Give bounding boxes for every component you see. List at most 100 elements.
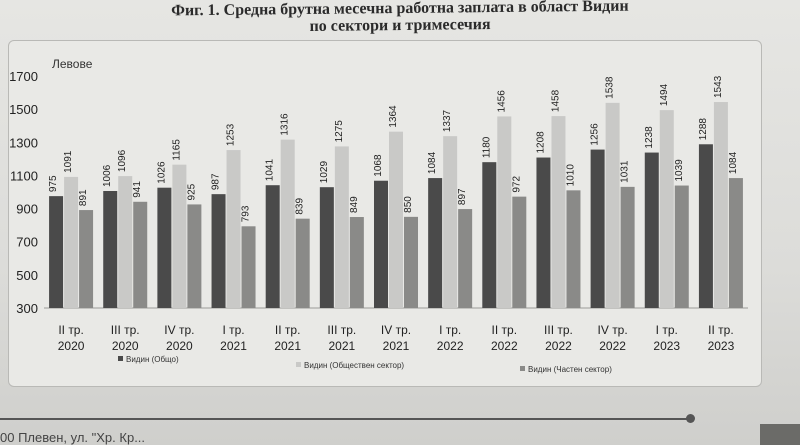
x-tick-label: II тр. <box>58 323 84 337</box>
bar <box>226 150 241 308</box>
data-label: 1006 <box>102 164 113 187</box>
data-label: 1456 <box>496 90 507 113</box>
data-label: 1538 <box>605 76 616 99</box>
data-label: 1091 <box>63 150 74 173</box>
x-tick-label: I тр. <box>222 323 244 337</box>
data-label: 1029 <box>319 161 330 184</box>
legend-label: Видин (Общо) <box>126 355 179 364</box>
x-tick-label: 2021 <box>383 339 410 353</box>
data-label: 850 <box>403 196 414 213</box>
y-axis-label: Левове <box>52 57 93 71</box>
x-tick-label: 2020 <box>58 339 85 353</box>
data-label: 925 <box>186 183 197 200</box>
data-label: 849 <box>349 196 360 213</box>
bar <box>428 178 443 308</box>
x-tick-label: IV тр. <box>164 323 194 337</box>
footer-rule <box>0 418 690 420</box>
data-label: 1238 <box>644 126 655 149</box>
bar <box>497 116 512 308</box>
bar <box>674 185 689 308</box>
legend-swatch <box>520 366 525 371</box>
legend-swatch <box>118 356 123 361</box>
y-tick-label: 300 <box>16 301 38 316</box>
y-tick-label: 500 <box>16 268 38 283</box>
x-tick-label: I тр. <box>656 323 678 337</box>
data-label: 1084 <box>427 151 438 174</box>
bar <box>458 209 473 308</box>
bar <box>404 216 418 308</box>
footer-dot <box>686 414 695 423</box>
bar <box>659 110 674 308</box>
bar <box>443 136 458 308</box>
bar <box>512 196 527 308</box>
bar <box>319 187 334 308</box>
bar <box>566 190 581 308</box>
bar <box>334 146 349 308</box>
data-label: 1068 <box>373 154 384 177</box>
bar <box>295 218 310 308</box>
x-tick-label: 2020 <box>166 339 193 353</box>
data-label: 1039 <box>674 159 685 182</box>
bar <box>172 164 187 308</box>
data-label: 1494 <box>659 83 670 106</box>
legend-swatch <box>296 362 301 367</box>
bar <box>590 149 605 308</box>
data-label: 839 <box>295 198 306 215</box>
bar <box>211 194 226 308</box>
data-label: 1010 <box>565 164 576 187</box>
data-label: 1337 <box>442 109 453 132</box>
bar <box>118 176 133 308</box>
data-label: 1288 <box>698 118 709 141</box>
y-tick-label: 1700 <box>9 69 38 84</box>
data-label: 1458 <box>550 89 561 112</box>
x-tick-label: III тр. <box>327 323 356 337</box>
bar <box>280 139 295 308</box>
data-label: 1316 <box>280 113 291 136</box>
data-label: 1041 <box>265 159 276 182</box>
data-label: 975 <box>48 175 59 192</box>
bar <box>187 204 202 308</box>
bar <box>536 157 551 308</box>
x-tick-label: 2022 <box>545 339 572 353</box>
bar <box>698 144 713 308</box>
bar <box>49 196 64 308</box>
data-label: 1364 <box>388 105 399 128</box>
bar <box>551 116 566 308</box>
x-tick-label: 2021 <box>274 339 301 353</box>
bar <box>241 226 256 308</box>
bar <box>713 102 728 308</box>
data-label: 1031 <box>620 160 631 183</box>
x-tick-label: 2021 <box>328 339 355 353</box>
x-tick-label: II тр. <box>708 323 734 337</box>
data-label: 1096 <box>117 149 128 172</box>
bar <box>265 185 280 308</box>
data-label: 1543 <box>713 75 724 98</box>
data-label: 1253 <box>226 123 237 146</box>
legend-label: Видин (Частен сектор) <box>528 365 612 374</box>
x-tick-label: IV тр. <box>381 323 411 337</box>
bar <box>605 102 620 309</box>
x-tick-label: 2020 <box>112 339 139 353</box>
bar <box>482 162 497 308</box>
legend-label: Видин (Обществен сектор) <box>304 361 404 370</box>
y-tick-label: 700 <box>16 235 38 250</box>
x-tick-label: III тр. <box>544 323 573 337</box>
data-label: 1256 <box>590 123 601 146</box>
data-label: 1084 <box>728 151 739 174</box>
bar <box>620 186 635 308</box>
x-tick-label: 2022 <box>491 339 518 353</box>
y-tick-label: 900 <box>16 202 38 217</box>
bar <box>728 178 743 308</box>
footer-text: 00 Плевен, ул. "Хр. Кр... <box>0 430 146 445</box>
data-label: 1180 <box>481 136 492 158</box>
x-tick-label: I тр. <box>439 323 461 337</box>
bar <box>133 201 148 308</box>
data-label: 941 <box>132 181 143 198</box>
bar-chart: Левове 300 500 700 900 1100 1300 1500 1700 975 109… <box>9 57 748 374</box>
bar <box>157 187 172 308</box>
data-label: 972 <box>511 176 522 193</box>
x-tick-label: II тр. <box>492 323 518 337</box>
bar <box>79 210 94 308</box>
x-tick-label: 2022 <box>599 339 626 353</box>
